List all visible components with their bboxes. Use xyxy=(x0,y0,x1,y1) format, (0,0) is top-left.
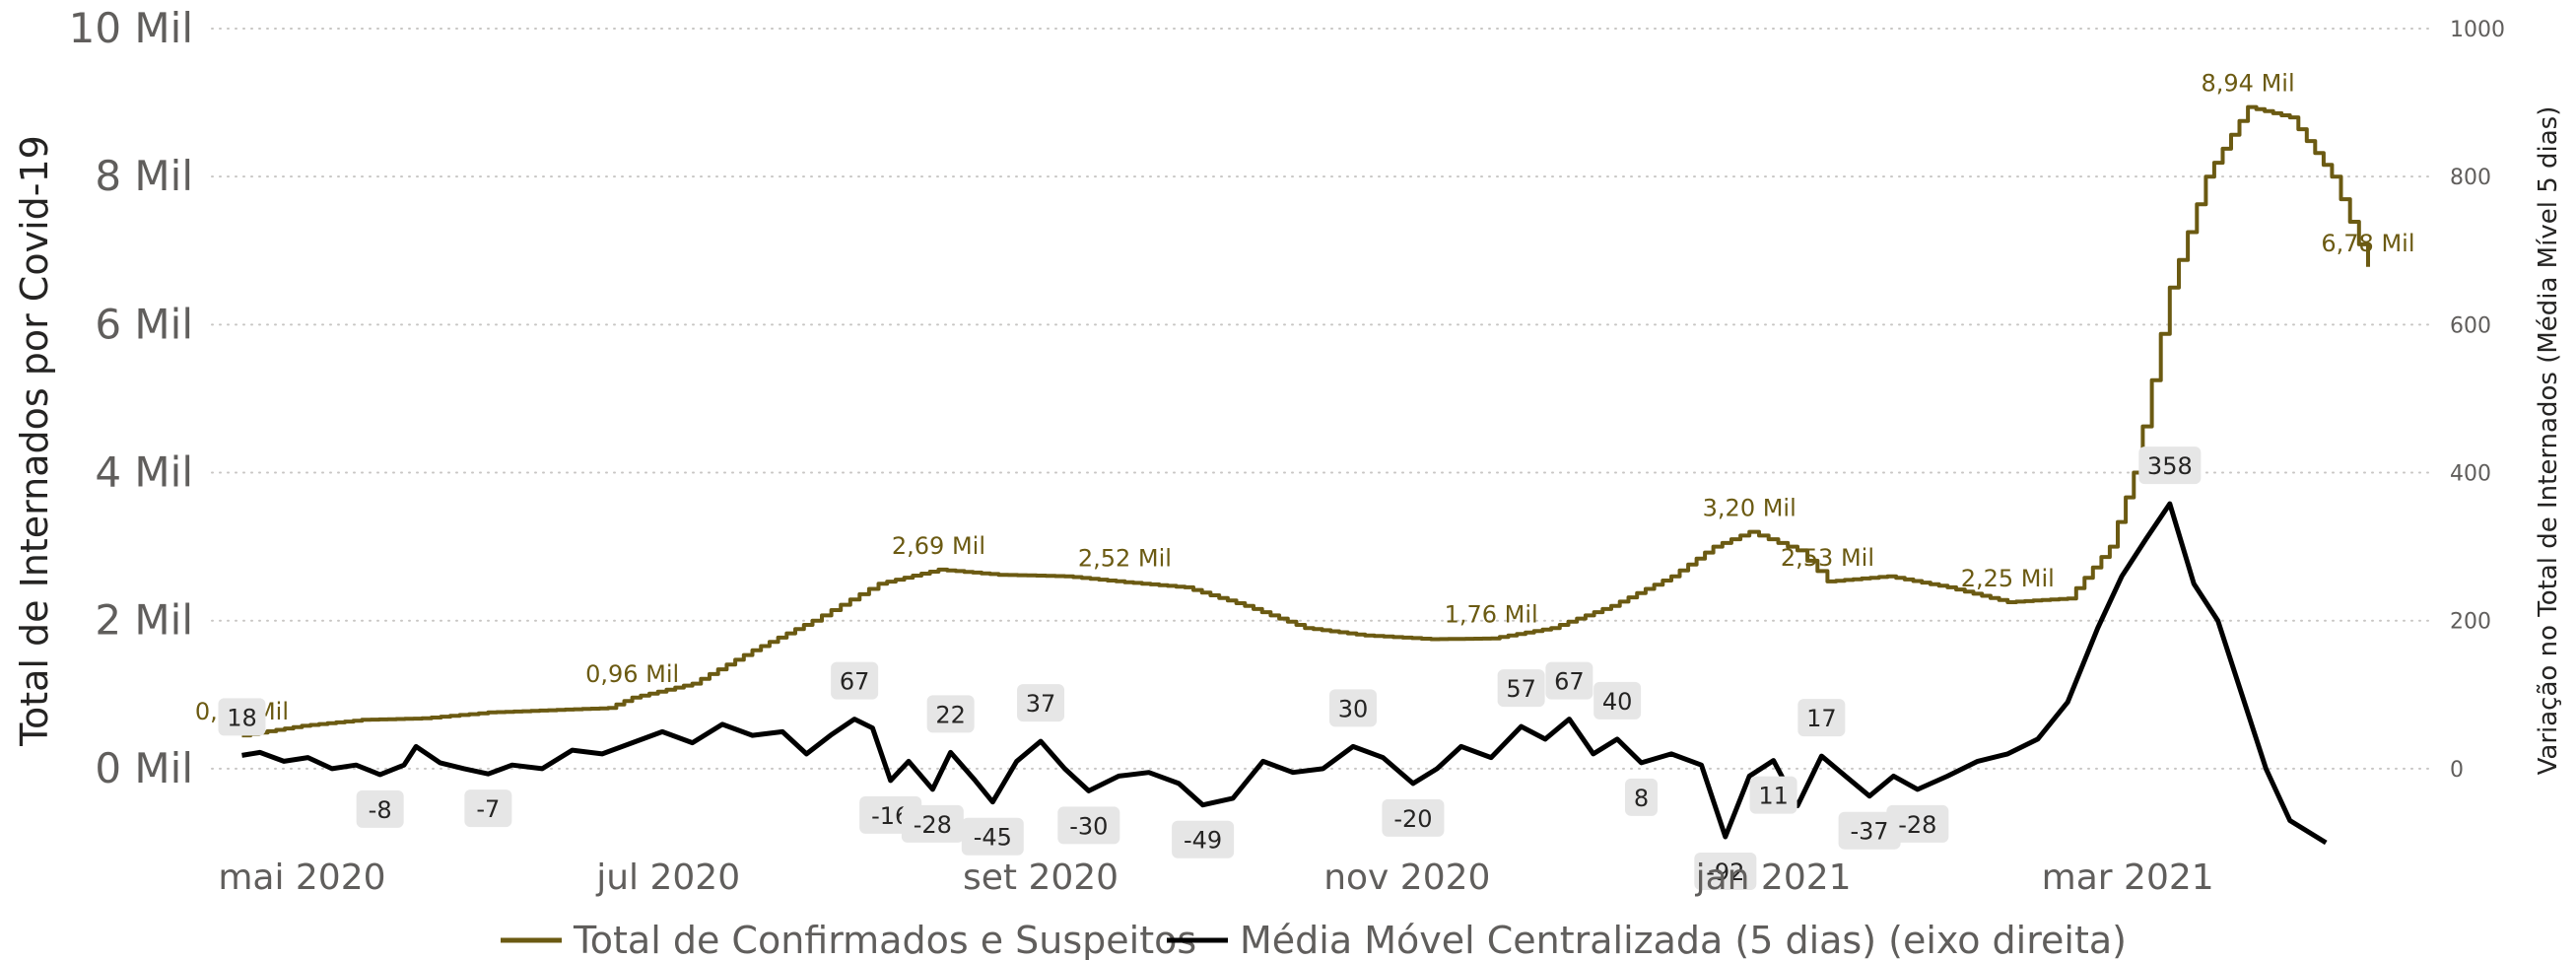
x-tick-label: nov 2020 xyxy=(1323,857,1490,898)
data-label-media: 37 xyxy=(1026,690,1056,718)
y-left-tick-label: 4 Mil xyxy=(95,448,193,497)
data-label-media: -45 xyxy=(974,824,1012,852)
y-left-tick-label: 8 Mil xyxy=(95,152,193,200)
data-label-box xyxy=(1172,820,1235,858)
data-label-total: 0,96 Mil xyxy=(585,660,679,688)
data-label-box xyxy=(926,695,975,733)
x-tick-label: set 2020 xyxy=(963,857,1119,898)
data-label-media: -30 xyxy=(1069,812,1108,840)
legend-label-media: Média Móvel Centralizada (5 dias) (eixo … xyxy=(1240,919,2127,960)
data-label-media: 67 xyxy=(840,668,870,696)
series-line-media xyxy=(241,501,2328,846)
data-label-box xyxy=(901,804,964,843)
data-label-box xyxy=(1797,699,1846,737)
data-label-box xyxy=(218,698,266,736)
data-label-media: 67 xyxy=(1554,668,1585,696)
legend-label-total: Total de Confirmados e Suspeitos xyxy=(573,919,1196,960)
x-tick-label: mar 2021 xyxy=(2042,857,2214,898)
data-label-media: -20 xyxy=(1393,805,1432,833)
data-label-box xyxy=(831,661,879,700)
data-label-box xyxy=(1328,689,1377,727)
data-label-total: 1,76 Mil xyxy=(1445,601,1538,629)
y-left-axis-title: Total de Internados por Covid-19 xyxy=(13,135,56,747)
data-label-media: 11 xyxy=(1758,783,1789,810)
data-label-media: 40 xyxy=(1602,688,1633,716)
y-right-tick-label: 1000 xyxy=(2450,18,2505,42)
data-label-total: 2,53 Mil xyxy=(1781,544,1874,572)
y-right-tick-label: 400 xyxy=(2450,462,2491,487)
data-label-media: 358 xyxy=(2147,452,2193,480)
data-label-box xyxy=(1625,778,1659,816)
data-label-media: 57 xyxy=(1506,675,1536,703)
y-left-tick-label: 10 Mil xyxy=(69,4,193,52)
y-right-axis-title: Variação no Total de Internados (Média M… xyxy=(2534,106,2563,776)
y-right-tick-label: 800 xyxy=(2450,166,2491,190)
data-label-box xyxy=(1694,852,1757,890)
x-tick-label: jan 2021 xyxy=(1695,857,1852,898)
y-right-tick-label: 600 xyxy=(2450,313,2491,338)
series-lines xyxy=(241,104,2370,846)
data-label-box xyxy=(1057,806,1120,845)
data-label-box xyxy=(961,817,1024,856)
x-tick-label: jul 2020 xyxy=(595,857,740,898)
y-right-tick-label: 200 xyxy=(2450,610,2491,635)
data-label-box xyxy=(2138,446,2202,485)
y-right-tick-label: 0 xyxy=(2450,758,2464,783)
data-label-total: 2,25 Mil xyxy=(1961,565,2055,592)
data-label-box xyxy=(1497,669,1545,708)
data-label-media: 22 xyxy=(935,701,966,728)
data-label-box xyxy=(1545,661,1593,700)
data-label-box xyxy=(1593,681,1642,720)
data-label-box xyxy=(1838,811,1901,850)
data-label-box xyxy=(1886,804,1949,843)
data-label-media: 18 xyxy=(227,704,257,731)
data-label-media: -37 xyxy=(1851,818,1889,846)
data-label-total: 2,69 Mil xyxy=(892,532,985,560)
x-tick-label: mai 2020 xyxy=(218,857,385,898)
legend: Total de Confirmados e Suspeitos Média M… xyxy=(501,919,2127,960)
data-label-media: -28 xyxy=(914,811,952,839)
data-label-media: 30 xyxy=(1338,695,1369,722)
data-label-media: 8 xyxy=(1634,785,1649,812)
y-left-tick-label: 2 Mil xyxy=(95,596,193,645)
data-label-total: 2,52 Mil xyxy=(1078,545,1172,573)
data-label-total: 8,94 Mil xyxy=(2202,70,2295,98)
data-label-media: -28 xyxy=(1898,811,1936,839)
data-label-media: -49 xyxy=(1184,827,1222,855)
data-label-media: -7 xyxy=(476,795,500,823)
axes: 0 Mil 2 Mil 4 Mil 6 Mil 8 Mil 10 Mil 0 200 400 60… xyxy=(69,4,2505,898)
y-left-tick-label: 6 Mil xyxy=(95,300,193,348)
data-label-media: -8 xyxy=(369,796,392,824)
data-label-box xyxy=(464,789,512,828)
gridlines xyxy=(211,28,2435,770)
data-label-total: 6,78 Mil xyxy=(2321,230,2414,257)
series-line-total xyxy=(241,104,2370,738)
data-label-box xyxy=(1382,798,1445,837)
data-label-media: 17 xyxy=(1806,705,1837,732)
data-label-box xyxy=(1749,776,1797,814)
y-left-tick-label: 0 Mil xyxy=(95,744,193,792)
data-label-box xyxy=(1017,684,1065,722)
data-label-media: -92 xyxy=(1706,858,1744,886)
data-label-total: 3,20 Mil xyxy=(1703,495,1796,522)
data-label-box xyxy=(356,789,404,828)
